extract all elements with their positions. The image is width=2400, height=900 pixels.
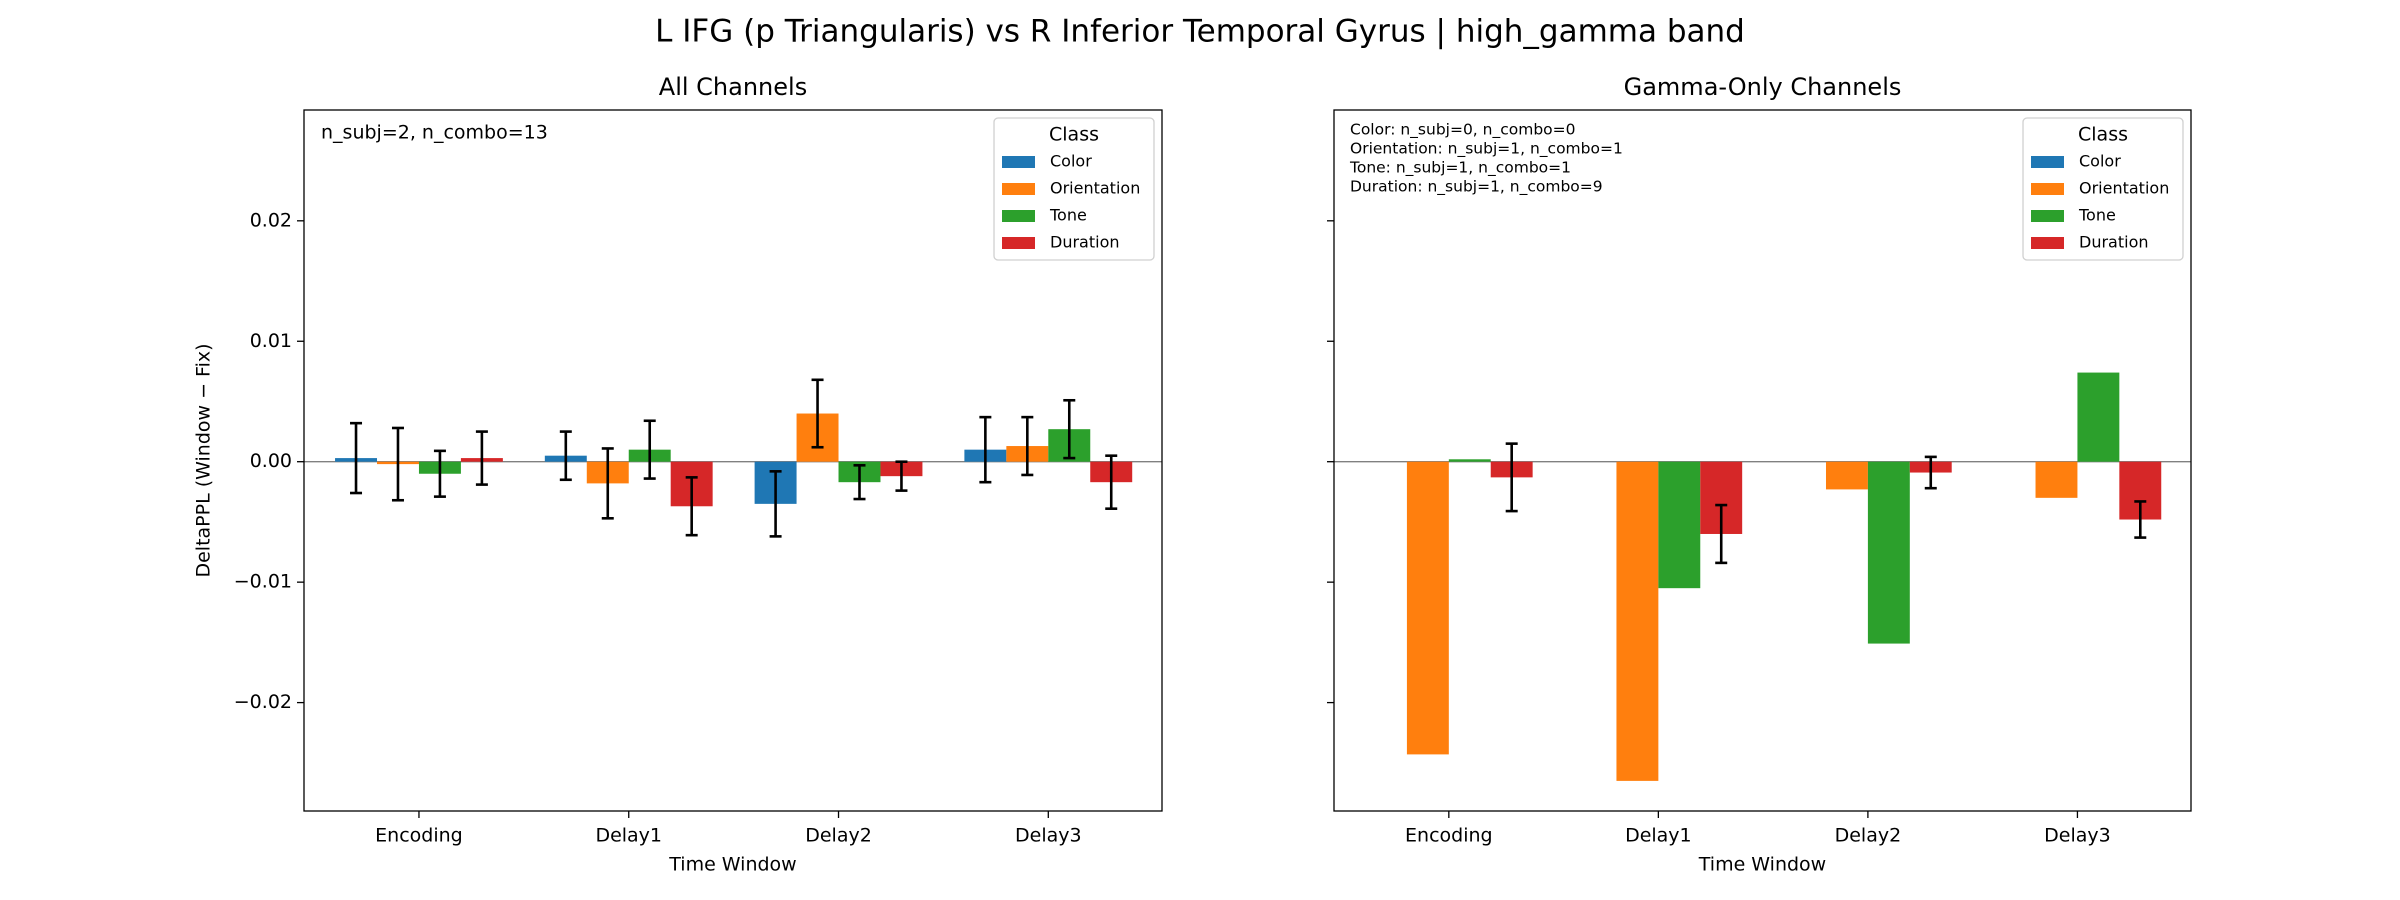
legend-title: Class [2078, 124, 2128, 146]
y-tick-label: −0.02 [234, 691, 292, 713]
legend-label: Color [1050, 152, 1092, 171]
x-tick-label: Delay3 [1015, 825, 1082, 847]
error-bar [811, 378, 824, 449]
y-tick-label: −0.01 [234, 571, 292, 593]
legend-label: Duration [2079, 233, 2149, 252]
x-tick-label: Delay1 [595, 825, 662, 847]
legend-swatch [2031, 183, 2064, 195]
legend-swatch [2031, 210, 2064, 222]
legend-label: Tone [1049, 206, 1087, 225]
error-bar [1505, 442, 1518, 513]
legend-swatch [2031, 156, 2064, 168]
annotation: n_subj=2, n_combo=13 [321, 122, 548, 144]
annotation: Color: n_subj=0, n_combo=0 [1350, 121, 1576, 140]
legend-swatch [1002, 156, 1035, 168]
error-bar [853, 464, 866, 501]
y-tick-label: 0.00 [250, 450, 292, 472]
x-axis-label: Time Window [668, 854, 796, 876]
legend-swatch [2031, 237, 2064, 249]
error-bar [1715, 503, 1728, 565]
legend-label: Orientation [1050, 179, 1140, 198]
axes-frame [1333, 109, 2192, 812]
error-bar [350, 421, 363, 495]
x-tick-label: Encoding [1405, 825, 1493, 847]
bar [1867, 461, 1910, 644]
x-tick-label: Delay2 [805, 825, 872, 847]
legend-label: Duration [1050, 233, 1120, 252]
axes-title: Gamma-Only Channels [1624, 73, 1902, 101]
annotation: Duration: n_subj=1, n_combo=9 [1350, 178, 1603, 197]
error-bar [1105, 454, 1118, 510]
error-bar [979, 415, 992, 484]
x-tick-label: Delay1 [1625, 825, 1692, 847]
bar [1825, 461, 1868, 490]
bar [1658, 461, 1701, 589]
annotation: Orientation: n_subj=1, n_combo=1 [1350, 140, 1623, 159]
legend-title: Class [1049, 124, 1099, 146]
legend-swatch [1002, 183, 1035, 195]
bar [1406, 461, 1449, 755]
error-bar [391, 426, 404, 502]
bar [1616, 461, 1659, 781]
y-axis-label: DeltaPPL (Window − Fix) [193, 343, 215, 577]
error-bar [601, 447, 614, 520]
legend-label: Orientation [2079, 179, 2169, 198]
error-bar [895, 460, 908, 492]
legend-swatch [1002, 237, 1035, 249]
legend-label: Tone [2078, 206, 2116, 225]
error-bar [643, 419, 656, 480]
error-bar [1063, 398, 1076, 460]
axes-frame [303, 109, 1163, 812]
error-bar [433, 449, 446, 498]
error-bar [475, 430, 488, 486]
error-bar [1924, 455, 1937, 490]
error-bar [2134, 500, 2147, 539]
annotation: Tone: n_subj=1, n_combo=1 [1349, 159, 1571, 178]
error-bar [1021, 415, 1034, 477]
y-tick-label: 0.01 [250, 330, 292, 352]
legend-box [993, 117, 1155, 261]
error-bar [769, 470, 782, 538]
legend-box [2022, 117, 2184, 261]
bar [1448, 459, 1491, 462]
x-axis-label: Time Window [1698, 854, 1826, 876]
y-tick-label: 0.02 [250, 209, 292, 231]
x-tick-label: Delay3 [2044, 825, 2111, 847]
error-bar [685, 476, 698, 537]
legend-label: Color [2079, 152, 2121, 171]
x-tick-label: Encoding [375, 825, 463, 847]
error-bar [559, 430, 572, 482]
bar [2035, 461, 2078, 498]
x-tick-label: Delay2 [1835, 825, 1902, 847]
bar [2077, 372, 2120, 462]
legend-swatch [1002, 210, 1035, 222]
figure-title: L IFG (p Triangularis) vs R Inferior Tem… [655, 14, 1745, 50]
axes-title: All Channels [659, 73, 807, 101]
